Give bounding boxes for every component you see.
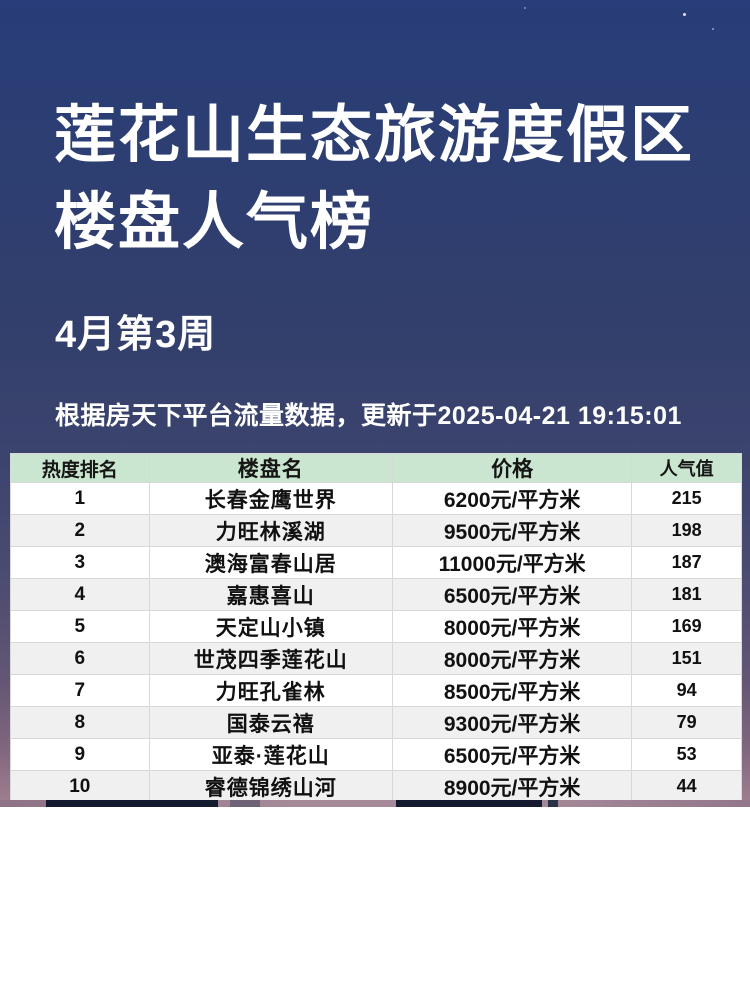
data-source-update-note: 根据房天下平台流量数据，更新于2025-04-21 19:15:01 bbox=[55, 402, 682, 430]
table-row: 8 国泰云禧 9300元/平方米 79 bbox=[11, 706, 741, 738]
cell-rank: 3 bbox=[11, 547, 150, 578]
cell-rank: 10 bbox=[11, 771, 150, 802]
table-row: 9 亚泰·莲花山 6500元/平方米 53 bbox=[11, 738, 741, 770]
cell-name: 天定山小镇 bbox=[150, 611, 393, 642]
cell-rank: 8 bbox=[11, 707, 150, 738]
ranking-table: 热度排名 楼盘名 价格 人气值 1 长春金鹰世界 6200元/平方米 215 2… bbox=[10, 453, 742, 803]
table-row: 5 天定山小镇 8000元/平方米 169 bbox=[11, 610, 741, 642]
column-header-name: 楼盘名 bbox=[150, 454, 393, 482]
star-speck bbox=[712, 28, 714, 30]
cell-name: 长春金鹰世界 bbox=[150, 483, 393, 514]
star-speck bbox=[683, 13, 686, 16]
cell-price: 8900元/平方米 bbox=[393, 771, 633, 802]
cell-popularity: 215 bbox=[671, 488, 702, 508]
cell-popularity: 151 bbox=[671, 648, 702, 668]
table-row: 4 嘉惠喜山 6500元/平方米 181 bbox=[11, 578, 741, 610]
table-header-row: 热度排名 楼盘名 价格 人气值 bbox=[11, 454, 741, 482]
table-row: 1 长春金鹰世界 6200元/平方米 215 bbox=[11, 482, 741, 514]
photo-fragment bbox=[396, 800, 542, 807]
cell-popularity: 187 bbox=[671, 552, 702, 572]
cell-price: 9500元/平方米 bbox=[393, 515, 633, 546]
cell-popularity: 181 bbox=[671, 584, 702, 604]
column-header-price: 价格 bbox=[393, 454, 633, 482]
background-photo-strip bbox=[0, 800, 750, 807]
cell-price: 6500元/平方米 bbox=[393, 739, 633, 770]
cell-popularity: 94 bbox=[676, 680, 697, 700]
week-label: 4月第3周 bbox=[55, 314, 217, 356]
cell-price: 8000元/平方米 bbox=[393, 643, 633, 674]
cell-rank: 7 bbox=[11, 675, 150, 706]
cell-popularity: 53 bbox=[676, 744, 697, 764]
cell-rank: 6 bbox=[11, 643, 150, 674]
cell-price: 9300元/平方米 bbox=[393, 707, 633, 738]
cell-name: 嘉惠喜山 bbox=[150, 579, 393, 610]
gradient-sky-background: 莲花山生态旅游度假区楼盘人气榜 4月第3周 根据房天下平台流量数据，更新于202… bbox=[0, 0, 750, 803]
cell-name: 亚泰·莲花山 bbox=[150, 739, 393, 770]
poster-title: 莲花山生态旅游度假区楼盘人气榜 bbox=[54, 101, 695, 257]
cell-name: 睿德锦绣山河 bbox=[150, 771, 393, 802]
star-speck bbox=[524, 7, 526, 9]
table-body: 1 长春金鹰世界 6200元/平方米 215 2 力旺林溪湖 9500元/平方米… bbox=[11, 482, 741, 802]
cell-rank: 9 bbox=[11, 739, 150, 770]
cell-rank: 4 bbox=[11, 579, 150, 610]
cell-price: 8000元/平方米 bbox=[393, 611, 633, 642]
cell-popularity: 44 bbox=[676, 776, 697, 796]
column-header-popularity: 人气值 bbox=[659, 459, 714, 479]
cell-name: 澳海富春山居 bbox=[150, 547, 393, 578]
table-row: 2 力旺林溪湖 9500元/平方米 198 bbox=[11, 514, 741, 546]
cell-popularity: 169 bbox=[671, 616, 702, 636]
table-row: 3 澳海富春山居 11000元/平方米 187 bbox=[11, 546, 741, 578]
photo-fragment bbox=[548, 800, 558, 807]
cell-name: 世茂四季莲花山 bbox=[150, 643, 393, 674]
cell-rank: 1 bbox=[11, 483, 150, 514]
cell-popularity: 79 bbox=[676, 712, 697, 732]
table-row: 10 睿德锦绣山河 8900元/平方米 44 bbox=[11, 770, 741, 802]
cell-price: 11000元/平方米 bbox=[393, 547, 633, 578]
cell-popularity: 198 bbox=[671, 520, 702, 540]
cell-rank: 2 bbox=[11, 515, 150, 546]
cell-name: 力旺林溪湖 bbox=[150, 515, 393, 546]
photo-fragment bbox=[230, 800, 260, 807]
photo-fragment bbox=[46, 800, 218, 807]
cell-price: 6500元/平方米 bbox=[393, 579, 633, 610]
cell-name: 力旺孔雀林 bbox=[150, 675, 393, 706]
column-header-rank: 热度排名 bbox=[11, 454, 150, 482]
cell-rank: 5 bbox=[11, 611, 150, 642]
table-row: 6 世茂四季莲花山 8000元/平方米 151 bbox=[11, 642, 741, 674]
cell-price: 8500元/平方米 bbox=[393, 675, 633, 706]
table-row: 7 力旺孔雀林 8500元/平方米 94 bbox=[11, 674, 741, 706]
cell-price: 6200元/平方米 bbox=[393, 483, 633, 514]
cell-name: 国泰云禧 bbox=[150, 707, 393, 738]
white-footer-area bbox=[0, 807, 750, 1000]
